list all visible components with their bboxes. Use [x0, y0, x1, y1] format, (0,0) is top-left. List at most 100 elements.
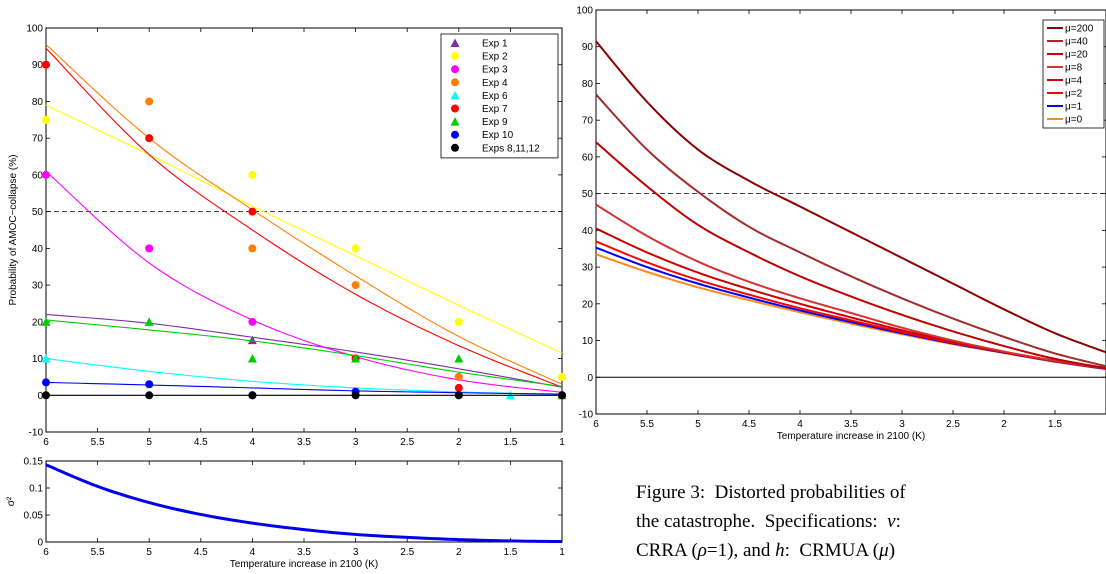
- legend-marker: [451, 104, 459, 113]
- x-tick-label: 5.5: [640, 419, 654, 430]
- data-point: [454, 383, 463, 392]
- data-point: [248, 207, 257, 216]
- legend-label: Exp 6: [482, 91, 508, 102]
- x-tick-label: 2.5: [400, 437, 414, 448]
- y-tick-label: 50: [582, 189, 594, 200]
- data-point: [145, 380, 154, 389]
- y-tick-label: 30: [32, 281, 44, 292]
- y-tick-label: 10: [582, 336, 594, 347]
- x-tick-label: 3: [353, 437, 359, 448]
- fit-line: [45, 104, 563, 354]
- legend-label: Exp 10: [482, 130, 514, 141]
- legend-marker: [450, 117, 460, 126]
- data-point: [351, 281, 360, 290]
- y-tick-label: 60: [582, 152, 594, 163]
- x-axis-label: Temperature increase in 2100 (K): [777, 431, 925, 442]
- caption-v: v: [887, 511, 896, 532]
- data-point: [42, 170, 50, 179]
- legend-label: Exp 4: [482, 78, 508, 89]
- data-point: [42, 60, 50, 69]
- x-tick-label: 3.5: [297, 547, 311, 558]
- y-tick-label: 80: [32, 97, 44, 108]
- legend-marker: [450, 38, 460, 47]
- data-point: [42, 115, 50, 124]
- x-tick-label: 2.5: [946, 419, 960, 430]
- y-tick-label: 0.15: [24, 457, 44, 468]
- x-tick-label: 2: [456, 547, 462, 558]
- fit-line: [45, 47, 563, 388]
- y-axis-label: Probability of AMOC−collapse (%): [8, 155, 19, 306]
- x-tick-label: 3.5: [297, 437, 311, 448]
- y-tick-label: 0.1: [29, 484, 43, 495]
- data-point: [145, 97, 154, 106]
- legend-label: Exp 2: [482, 52, 508, 63]
- x-axis-label: Temperature increase in 2100 (K): [230, 559, 378, 570]
- y-tick-label: 0: [37, 538, 43, 549]
- caption-rho: ρ: [697, 540, 707, 561]
- x-tick-label: 4: [250, 547, 256, 558]
- y-tick-label: 50: [32, 207, 44, 218]
- data-point-triangle: [144, 317, 154, 326]
- x-tick-label: 3: [899, 419, 905, 430]
- sigma-squared-line: [45, 463, 563, 544]
- figure-caption: Figure 3: Distorted probabilities of the…: [636, 478, 1106, 565]
- y-tick-label: 90: [32, 60, 44, 71]
- fit-line: [45, 170, 563, 393]
- y-tick-label: 90: [582, 42, 594, 53]
- caption-line-3a: CRRA (: [636, 540, 698, 561]
- fit-line: [45, 319, 563, 388]
- fit-line: [45, 313, 563, 388]
- legend-label: μ=40: [1065, 37, 1088, 48]
- x-tick-label: 6: [593, 419, 599, 430]
- legend-label: μ=8: [1065, 63, 1083, 74]
- legend-marker: [451, 65, 459, 74]
- x-tick-label: 4.5: [742, 419, 756, 430]
- y-tick-label: 10: [32, 354, 44, 365]
- y-tick-label: 80: [582, 79, 594, 90]
- data-point: [454, 391, 463, 400]
- data-point: [454, 317, 463, 326]
- data-point: [558, 391, 566, 400]
- y-tick-label: 60: [32, 170, 44, 181]
- x-tick-label: 2: [456, 437, 462, 448]
- data-point: [248, 244, 257, 253]
- caption-line-3b: =1), and: [706, 540, 776, 561]
- x-tick-label: 3.5: [844, 419, 858, 430]
- x-tick-label: 4: [797, 419, 803, 430]
- caption-line-1: Figure 3: Distorted probabilities of: [636, 482, 906, 503]
- x-tick-label: 4: [250, 437, 256, 448]
- y-tick-label: 20: [32, 317, 44, 328]
- y-tick-label: 100: [576, 6, 593, 17]
- legend-label: μ=2: [1065, 89, 1083, 100]
- x-tick-label: 1: [559, 437, 565, 448]
- x-tick-label: 5: [695, 419, 701, 430]
- legend-label: μ=0: [1065, 115, 1083, 126]
- data-point-triangle: [454, 354, 464, 363]
- legend-label: μ=200: [1065, 24, 1094, 35]
- legend-label: Exp 3: [482, 65, 508, 76]
- legend-label: Exp 9: [482, 117, 508, 128]
- y-tick-label: 40: [582, 226, 594, 237]
- data-point: [145, 134, 154, 143]
- y-tick-label: 0: [587, 373, 593, 384]
- distorted-probability-line: [595, 93, 1106, 368]
- data-point-triangle: [41, 317, 51, 326]
- y-tick-label: -10: [579, 410, 594, 421]
- y-tick-label: -10: [29, 428, 44, 439]
- x-tick-label: 4.5: [194, 547, 208, 558]
- data-point: [248, 317, 257, 326]
- data-point: [42, 378, 50, 387]
- data-point: [454, 372, 463, 381]
- legend-marker: [451, 52, 459, 61]
- x-tick-label: 1.5: [1048, 419, 1062, 430]
- distorted-probability-line: [595, 141, 1106, 370]
- x-tick-label: 1.5: [503, 437, 517, 448]
- x-tick-label: 2.5: [400, 547, 414, 558]
- y-tick-label: 100: [26, 24, 43, 35]
- distorted-probability-line: [595, 240, 1106, 370]
- data-point: [145, 244, 154, 253]
- y-tick-label: 70: [582, 116, 594, 127]
- data-point-triangle: [247, 335, 257, 345]
- legend-box: [440, 33, 559, 159]
